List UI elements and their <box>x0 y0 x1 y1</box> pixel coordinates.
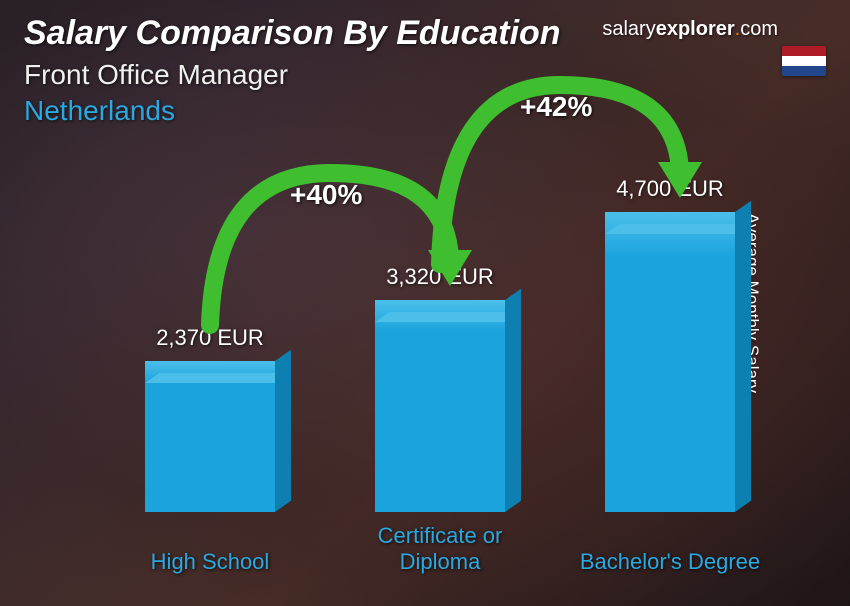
bar-side <box>735 201 751 512</box>
page-subtitle: Front Office Manager <box>24 59 826 91</box>
bar-value: 3,320 EUR <box>360 264 520 290</box>
bar-value: 4,700 EUR <box>590 176 750 202</box>
bar-side <box>505 289 521 512</box>
pct-label: +42% <box>520 91 592 123</box>
bar-front <box>375 300 505 512</box>
bar-front <box>145 361 275 512</box>
bar-top <box>605 224 749 234</box>
brand-part-b: explorer <box>656 18 735 40</box>
bar-3d <box>375 300 505 512</box>
bar-label: Certificate or Diploma <box>340 523 540 574</box>
bar-value: 2,370 EUR <box>130 325 290 351</box>
brand-logo: salaryexplorer.com <box>602 18 778 41</box>
bar-group: 3,320 EURCertificate or Diploma <box>360 264 520 512</box>
bar-3d <box>145 361 275 512</box>
brand-tld: com <box>740 18 778 40</box>
bar-group: 4,700 EURBachelor's Degree <box>590 176 750 512</box>
bar-top <box>145 373 289 383</box>
bar-chart: 2,370 EURHigh School3,320 EURCertificate… <box>70 170 760 574</box>
bar-3d <box>605 212 735 512</box>
bar-top <box>375 312 519 322</box>
bar-label: High School <box>110 549 310 574</box>
bar-front <box>605 212 735 512</box>
flag-stripe-top <box>782 46 826 56</box>
brand-part-a: salary <box>602 18 655 40</box>
pct-label: +40% <box>290 179 362 211</box>
bar-label: Bachelor's Degree <box>570 549 770 574</box>
bar-side <box>275 350 291 512</box>
bar-group: 2,370 EURHigh School <box>130 325 290 512</box>
flag-stripe-bot <box>782 66 826 76</box>
flag-icon <box>782 46 826 76</box>
flag-stripe-mid <box>782 56 826 66</box>
country-label: Netherlands <box>24 95 826 127</box>
